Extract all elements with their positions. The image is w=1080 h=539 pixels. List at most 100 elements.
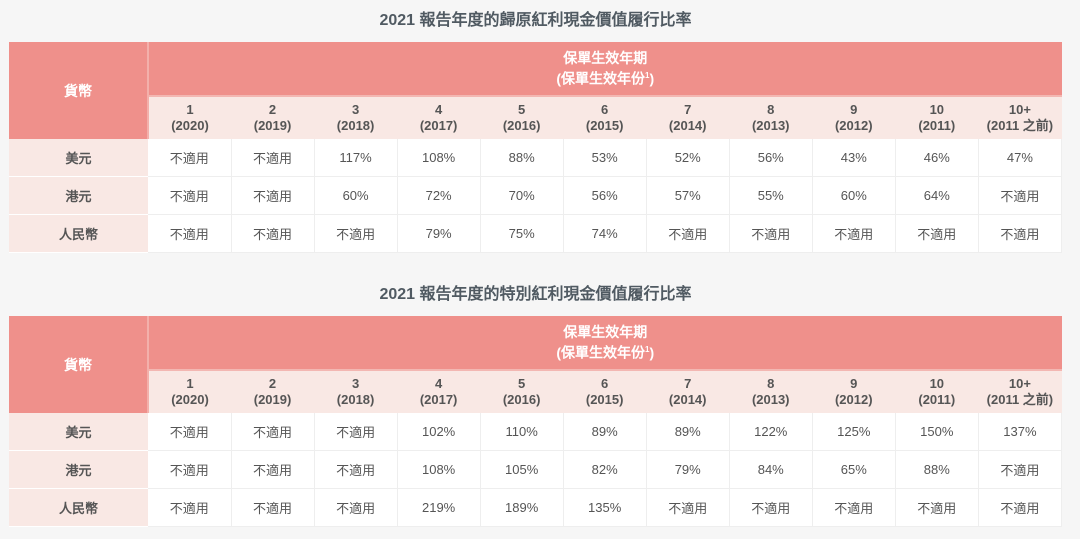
policy-year: 8 (767, 102, 775, 117)
issue-year: (2011) (918, 118, 956, 133)
ratio-cell: 52% (646, 139, 730, 177)
ratio-cell: 不適用 (314, 450, 398, 489)
table-row: 人民幣 不適用 不適用 不適用 79% 75% 74% 不適用 不適用 不適用 不適用 不適用 (9, 214, 1063, 253)
currency-label: 美元 (9, 139, 148, 177)
currency-label: 港元 (9, 450, 148, 489)
ratio-cell: 不適用 (148, 139, 232, 177)
table-row: 港元 不適用 不適用 不適用 108% 105% 82% 79% 84% 65% 88% 不適用 (9, 450, 1063, 489)
ratio-cell: 108% (397, 139, 481, 177)
year-column-header: 10 (2011) (895, 96, 979, 139)
ratio-cell: 不適用 (314, 413, 398, 451)
ratio-cell: 不適用 (231, 450, 315, 489)
currency-label: 人民幣 (9, 488, 148, 527)
year-column-header: 5 (2016) (480, 370, 564, 413)
ratio-cell: 82% (563, 450, 647, 489)
ratio-cell: 不適用 (231, 214, 315, 253)
ratio-cell: 122% (729, 413, 813, 451)
ratio-cell: 47% (978, 139, 1063, 177)
ratio-cell: 不適用 (895, 214, 979, 253)
issue-year: (2020) (171, 392, 209, 407)
table-title: 2021 報告年度的特別紅利現金價值履行比率 (379, 286, 692, 303)
year-column-header: 6 (2015) (563, 370, 647, 413)
ratio-cell: 64% (895, 176, 979, 215)
ratio-cell: 137% (978, 413, 1063, 451)
issue-year: (2011 之前) (986, 118, 1054, 133)
ratio-cell: 56% (563, 176, 647, 215)
ratio-table: 貨幣 保單生效年期 (保單生效年份1) 1 (2020) 2 (2019) 3 (2018) 4(… (9, 316, 1063, 527)
ratio-cell: 不適用 (978, 450, 1063, 489)
ratio-cell: 不適用 (978, 488, 1063, 527)
ratio-cell: 110% (480, 413, 564, 451)
year-column-header: 1 (2020) (148, 96, 232, 139)
period-subtitle: (保單生效年份 (556, 344, 646, 361)
special-bonus-section: 2021 報告年度的特別紅利現金價值履行比率 貨幣 保單生效年期 (保單生效年份1) 1… (9, 283, 1063, 527)
issue-year: (2015) (585, 392, 624, 407)
ratio-cell: 不適用 (646, 488, 730, 527)
currency-label: 美元 (9, 413, 148, 451)
period-close: ) (649, 344, 655, 361)
issue-year: (2018) (336, 392, 375, 407)
ratio-cell: 108% (397, 450, 481, 489)
ratio-cell: 不適用 (729, 214, 813, 253)
reversionary-bonus-section: 2021 報告年度的歸原紅利現金價值履行比率 貨幣 保單生效年期 (保單生效年份1) 1… (9, 9, 1063, 253)
year-column-header: 2 (2019) (231, 370, 315, 413)
ratio-table: 貨幣 保單生效年期 (保單生效年份1) 1 (2020) 2 (2019) 3 (2018) 4(… (9, 42, 1063, 253)
policy-year: 2 (268, 376, 277, 391)
policy-period-header: 保單生效年期 (保單生效年份1) (148, 316, 1062, 371)
ratio-cell: 不適用 (148, 413, 232, 451)
currency-label: 港元 (9, 176, 148, 215)
issue-year: (2017) (419, 118, 458, 133)
ratio-cell: 不適用 (729, 488, 813, 527)
policy-year: 6 (601, 102, 609, 117)
policy-year: 10 (929, 102, 945, 117)
footnote-marker: 1 (645, 345, 650, 355)
ratio-cell: 72% (397, 176, 481, 215)
period-title: 保單生效年期 (563, 324, 648, 341)
issue-year: (2012) (834, 392, 873, 407)
currency-header: 貨幣 (9, 42, 149, 139)
year-column-header: 7 (2014) (646, 96, 730, 139)
ratio-cell: 105% (480, 450, 564, 489)
ratio-cell: 57% (646, 176, 730, 215)
policy-year: 10+ (1008, 102, 1031, 117)
policy-year: 6 (601, 376, 609, 391)
issue-year: (2012) (834, 118, 873, 133)
policy-year: 4 (434, 376, 443, 391)
ratio-cell: 不適用 (148, 214, 232, 253)
ratio-cell: 189% (480, 488, 564, 527)
policy-year: 9 (850, 376, 858, 391)
year-column-header: 10 (2011) (895, 370, 979, 413)
ratio-cell: 84% (729, 450, 813, 489)
issue-year: (2011 之前) (986, 392, 1054, 407)
ratio-cell: 55% (729, 176, 813, 215)
issue-year: (2019) (253, 118, 292, 133)
year-column-header: 10+ (2011 之前) (978, 370, 1062, 413)
ratio-cell: 79% (646, 450, 730, 489)
footnote-marker: 1 (645, 71, 650, 81)
policy-year: 10 (929, 376, 945, 391)
issue-year: (2019) (253, 392, 292, 407)
ratio-cell: 不適用 (231, 413, 315, 451)
ratio-cell: 125% (812, 413, 896, 451)
policy-year: 9 (850, 102, 858, 117)
ratio-cell: 不適用 (231, 176, 315, 215)
table-row: 美元 不適用 不適用 117% 108% 88% 53% 52% 56% 43% 46% 47% (9, 139, 1063, 177)
policy-year: 5 (518, 102, 526, 117)
ratio-cell: 不適用 (978, 214, 1063, 253)
ratio-cell: 135% (563, 488, 647, 527)
policy-year: 8 (767, 376, 775, 391)
issue-year: (2016) (502, 118, 541, 133)
year-column-header: 9 (2012) (812, 370, 896, 413)
issue-year: (2014) (668, 118, 707, 133)
issue-year: (2014) (668, 392, 707, 407)
policy-year: 1 (186, 102, 194, 117)
table-row: 美元 不適用 不適用 不適用 102% 110% 89% 89% 122% 125% 150% 137… (9, 413, 1063, 451)
table-title: 2021 報告年度的歸原紅利現金價值履行比率 (379, 12, 692, 29)
year-column-header: 9 (2012) (812, 96, 896, 139)
ratio-cell: 79% (397, 214, 481, 253)
policy-year: 1 (186, 376, 194, 391)
ratio-cell: 60% (314, 176, 398, 215)
issue-year: (2015) (585, 118, 624, 133)
policy-year: 5 (518, 376, 526, 391)
year-column-header: 1 (2020) (148, 370, 232, 413)
